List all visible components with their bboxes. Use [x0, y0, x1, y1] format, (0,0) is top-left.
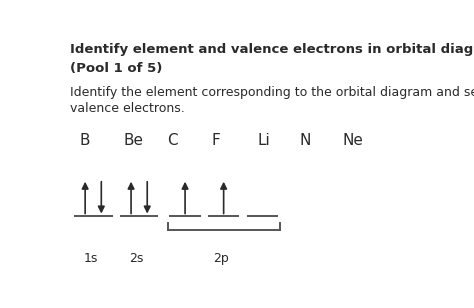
Text: B: B: [80, 133, 90, 148]
Text: (Pool 1 of 5): (Pool 1 of 5): [70, 62, 163, 75]
Text: valence electrons.: valence electrons.: [70, 102, 185, 115]
Text: Be: Be: [124, 133, 144, 148]
Text: Identify the element corresponding to the orbital diagram and select all the: Identify the element corresponding to th…: [70, 86, 474, 99]
Text: 2p: 2p: [213, 252, 229, 265]
Text: F: F: [212, 133, 220, 148]
Text: 1s: 1s: [83, 252, 98, 265]
Text: N: N: [300, 133, 311, 148]
Text: 2s: 2s: [129, 252, 144, 265]
Text: Ne: Ne: [342, 133, 363, 148]
Text: C: C: [168, 133, 178, 148]
Text: Identify element and valence electrons in orbital diagram: C.: Identify element and valence electrons i…: [70, 43, 474, 56]
Text: Li: Li: [258, 133, 270, 148]
